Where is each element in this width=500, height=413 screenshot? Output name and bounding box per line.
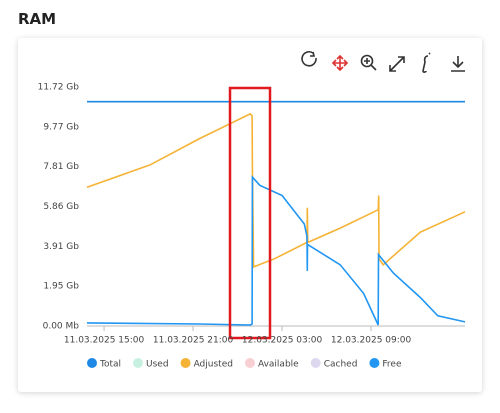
legend-label: Cached [324, 360, 358, 370]
series-line [86, 175, 466, 326]
pan-button[interactable] [331, 54, 349, 72]
reset-button[interactable] [301, 50, 317, 67]
legend-item[interactable]: Used [133, 358, 169, 370]
legend-item[interactable]: Available [244, 358, 299, 370]
y-tick-label: 9.77 Gb [43, 122, 79, 132]
series-line [86, 112, 466, 269]
legend-swatch [180, 358, 191, 368]
legend-item[interactable]: Adjusted [180, 358, 233, 370]
legend-swatch [133, 358, 144, 368]
legend-item[interactable]: Total [87, 358, 121, 370]
x-tick-label: 11.03.2025 15:00 [64, 336, 145, 346]
y-tick-label: 5.86 Gb [43, 202, 79, 212]
y-tick-label: 3.91 Gb [43, 242, 79, 252]
legend-label: Available [258, 360, 299, 370]
toolbar [301, 50, 465, 73]
legend-swatch [369, 358, 380, 368]
zoom-button[interactable] [360, 54, 377, 71]
legend-swatch [310, 358, 321, 368]
legend-swatch [244, 358, 255, 368]
download-button[interactable] [451, 56, 465, 72]
chart-card [18, 38, 482, 392]
plot-area [86, 100, 466, 326]
x-tick-label: 11.03.2025 21:00 [153, 336, 234, 346]
legend-label: Used [146, 360, 169, 370]
legend: Total Used Adjusted Available Cached Free [87, 358, 402, 370]
panel-title: RAM [18, 10, 57, 28]
expand-button[interactable] [389, 56, 405, 72]
legend-label: Free [382, 360, 402, 370]
info-button[interactable] [422, 52, 431, 73]
highlight-box [228, 86, 272, 340]
x-tick-label: 12.03.2025 03:00 [242, 336, 323, 346]
legend-item[interactable]: Free [369, 358, 402, 370]
y-tick-label: 7.81 Gb [43, 162, 79, 172]
legend-swatch [87, 358, 97, 368]
y-tick-label: 0.00 Mb [43, 322, 80, 332]
legend-item[interactable]: Cached [310, 358, 358, 370]
y-tick-label: 11.72 Gb [38, 83, 80, 93]
x-tick-label: 12.03.2025 09:00 [331, 336, 412, 346]
legend-label: Total [99, 360, 121, 370]
y-tick-label: 1.95 Gb [43, 282, 79, 292]
legend-label: Adjusted [194, 360, 233, 370]
